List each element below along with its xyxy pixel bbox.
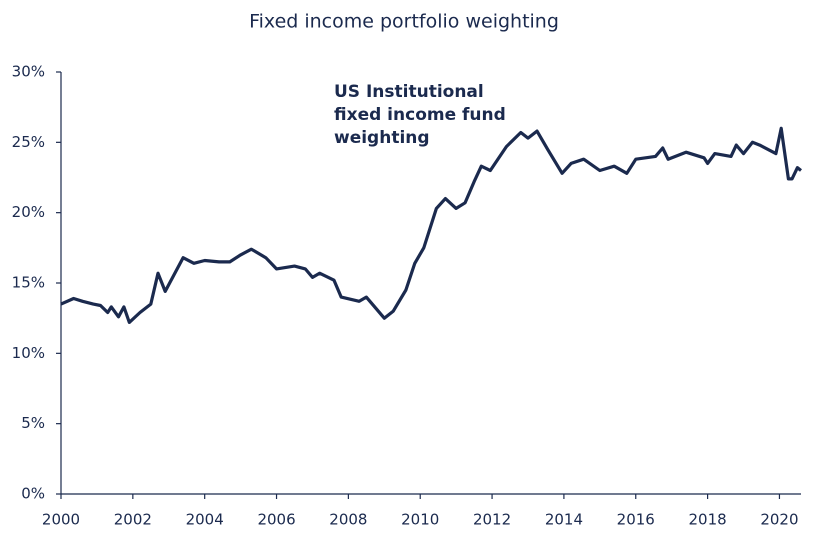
y-tick-label: 30%	[12, 63, 45, 81]
y-tick-label: 15%	[12, 274, 45, 292]
y-tick-label: 0%	[21, 485, 45, 503]
annotation: weighting	[334, 128, 430, 148]
x-tick-label: 2020	[760, 511, 798, 529]
line	[60, 126, 802, 324]
x-tick-label: 2010	[401, 511, 439, 529]
x-tick-label: 2018	[689, 511, 727, 529]
x-tick-label: 2016	[617, 511, 655, 529]
x-tick-label: 2004	[186, 511, 224, 529]
x-tick-label: 2008	[329, 511, 367, 529]
x-tick-label: 2000	[42, 511, 80, 529]
y-tick-label: 5%	[21, 414, 45, 432]
chart-title: Fixed income portfolio weighting	[249, 11, 559, 33]
annotation: fixed income fund	[334, 105, 506, 125]
x-tick-label: 2012	[473, 511, 511, 529]
y-tick-label: 25%	[12, 133, 45, 151]
y-tick-label: 10%	[12, 344, 45, 362]
x-tick-label: 2006	[257, 511, 295, 529]
y-tick-label: 20%	[12, 203, 45, 221]
x-tick-label: 2014	[545, 511, 583, 529]
annotation: US Institutional	[334, 82, 484, 102]
x-tick-label: 2002	[114, 511, 152, 529]
